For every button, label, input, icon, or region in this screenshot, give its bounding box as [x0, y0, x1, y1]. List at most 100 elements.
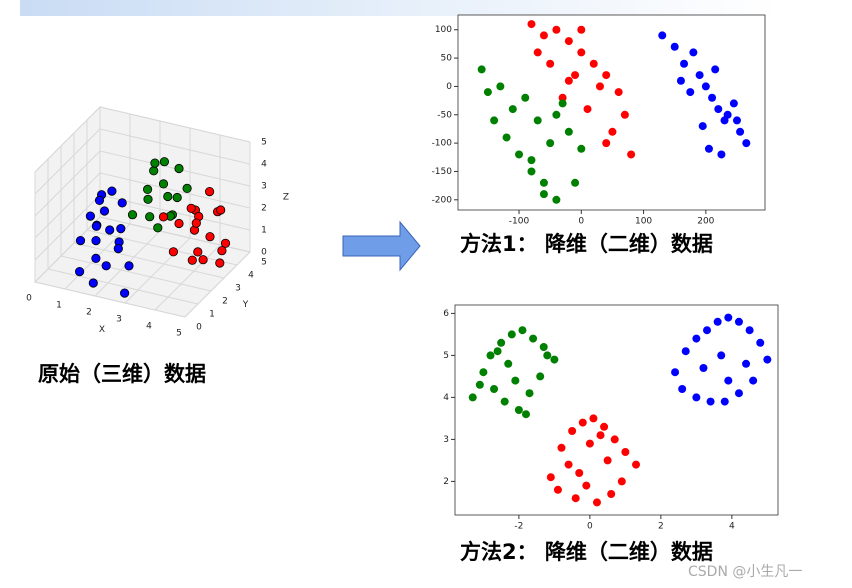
point [145, 212, 155, 222]
point [497, 338, 506, 347]
point [711, 65, 720, 74]
point [143, 184, 153, 194]
x-tick-label: 3 [116, 315, 122, 325]
point [518, 326, 527, 335]
x-tick-label: 4 [729, 522, 735, 532]
point [88, 278, 98, 288]
point [105, 225, 115, 235]
y-tick-label: 6 [443, 309, 449, 319]
point [94, 195, 105, 205]
point [168, 247, 178, 257]
point [564, 37, 573, 46]
point [163, 191, 173, 202]
point [701, 82, 710, 91]
grid-line [99, 128, 251, 165]
point [698, 122, 707, 131]
y-tick-label: 0 [196, 323, 202, 333]
x-tick-label: 5 [176, 329, 182, 339]
y-tick-label: 0 [446, 82, 452, 92]
point [608, 127, 617, 136]
point [533, 48, 542, 57]
point [614, 88, 623, 97]
x-tick-label: 200 [697, 217, 714, 227]
point [536, 372, 545, 381]
point [468, 393, 477, 402]
point [589, 414, 598, 423]
point [508, 105, 517, 114]
point [708, 93, 717, 102]
grid-line [99, 106, 251, 143]
point [658, 31, 667, 40]
point [724, 376, 733, 385]
point [681, 347, 690, 356]
point [558, 99, 567, 108]
point [571, 178, 580, 187]
point [120, 288, 130, 298]
point [172, 192, 182, 203]
point [749, 376, 758, 385]
x-tick-label: -100 [509, 217, 530, 227]
point [558, 93, 567, 102]
point [577, 25, 586, 34]
x-tick-label: 0 [578, 217, 584, 227]
point [689, 48, 698, 57]
point [676, 76, 685, 85]
x-tick-label: 1 [56, 301, 62, 311]
point [527, 156, 536, 165]
point [582, 481, 591, 490]
point [564, 460, 573, 469]
point [174, 218, 184, 229]
point [99, 206, 110, 216]
y-tick-label: 3 [235, 284, 241, 294]
point [568, 427, 577, 435]
y-tick-label: 2 [443, 477, 449, 487]
y-tick-label: 5 [261, 258, 267, 268]
point [490, 385, 499, 393]
point [564, 127, 573, 136]
point [75, 266, 85, 277]
point [479, 368, 488, 377]
caption: 方法2： 降维（二维）数据 [460, 540, 713, 564]
point [539, 178, 548, 187]
grid-line [86, 229, 238, 266]
point [732, 116, 741, 125]
z-tick-label: 1 [261, 226, 267, 236]
header-band [20, 0, 780, 16]
x-tick-label: 4 [146, 322, 152, 332]
caption: 原始（三维）数据 [38, 362, 206, 386]
point [496, 82, 505, 91]
y-tick-label: 100 [435, 25, 452, 35]
point [603, 456, 612, 465]
point [600, 422, 609, 431]
point [564, 76, 573, 85]
plot-frame [457, 14, 766, 211]
point [113, 244, 123, 254]
point [521, 410, 530, 419]
point [552, 195, 561, 204]
point [475, 380, 484, 389]
point [514, 406, 523, 414]
point [585, 439, 594, 448]
point [678, 385, 687, 393]
point [527, 20, 536, 29]
grid-line [34, 150, 101, 217]
point [742, 359, 751, 368]
point [174, 163, 184, 174]
y-tick-label: 5 [443, 351, 449, 361]
z-tick-label: 4 [261, 160, 267, 170]
point [91, 253, 101, 263]
point [539, 31, 548, 40]
point [703, 326, 712, 335]
grid-line [34, 216, 101, 283]
z-axis-label: Z [283, 193, 289, 203]
point [552, 25, 561, 34]
point [486, 351, 495, 360]
point [186, 203, 196, 213]
point [627, 150, 636, 159]
watermark: CSDN @小生凡一 [688, 564, 802, 580]
point [724, 313, 733, 322]
y-tick-label: 1 [209, 310, 215, 320]
point [692, 393, 701, 402]
